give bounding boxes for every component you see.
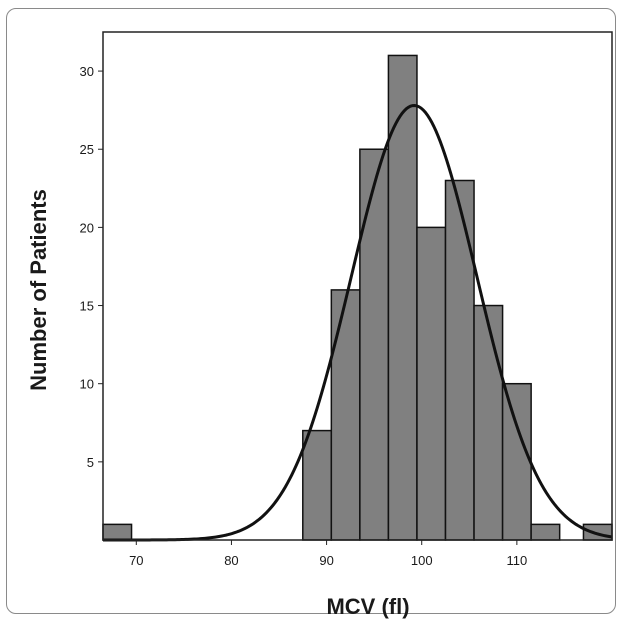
x-axis-ticks: 70 80 90 100 110: [129, 540, 527, 568]
histogram-bar-3: [359, 148, 390, 541]
y-tick-label: 5: [87, 455, 94, 470]
histogram-bar-0: [102, 523, 133, 541]
y-tick-label: 10: [80, 377, 94, 392]
y-tick-label: 25: [80, 142, 94, 157]
x-axis-title: MCV (fl): [326, 594, 409, 619]
x-tick-label: 90: [319, 553, 333, 568]
histogram-bar-5: [416, 226, 447, 541]
y-tick-label: 30: [80, 64, 94, 79]
x-tick-label: 80: [224, 553, 238, 568]
histogram-bar-6: [444, 179, 475, 541]
y-axis-ticks: 5 10 15 20 25 30: [80, 64, 103, 470]
plot-area-border: [102, 31, 613, 541]
histogram-bar-8: [501, 382, 532, 541]
chart-frame: [6, 8, 616, 614]
y-tick-label: 15: [80, 299, 94, 314]
histogram-bar-7: [473, 304, 504, 541]
histogram-bar-2: [330, 289, 361, 541]
y-tick-label: 20: [80, 220, 94, 235]
x-tick-label: 110: [506, 553, 527, 568]
histogram-bar-1: [302, 429, 333, 541]
x-tick-label: 100: [411, 553, 433, 568]
histogram-bars: [102, 54, 613, 541]
histogram-bar-9: [530, 523, 561, 541]
x-tick-label: 70: [129, 553, 143, 568]
y-axis-title: Number of Patients: [26, 189, 51, 391]
